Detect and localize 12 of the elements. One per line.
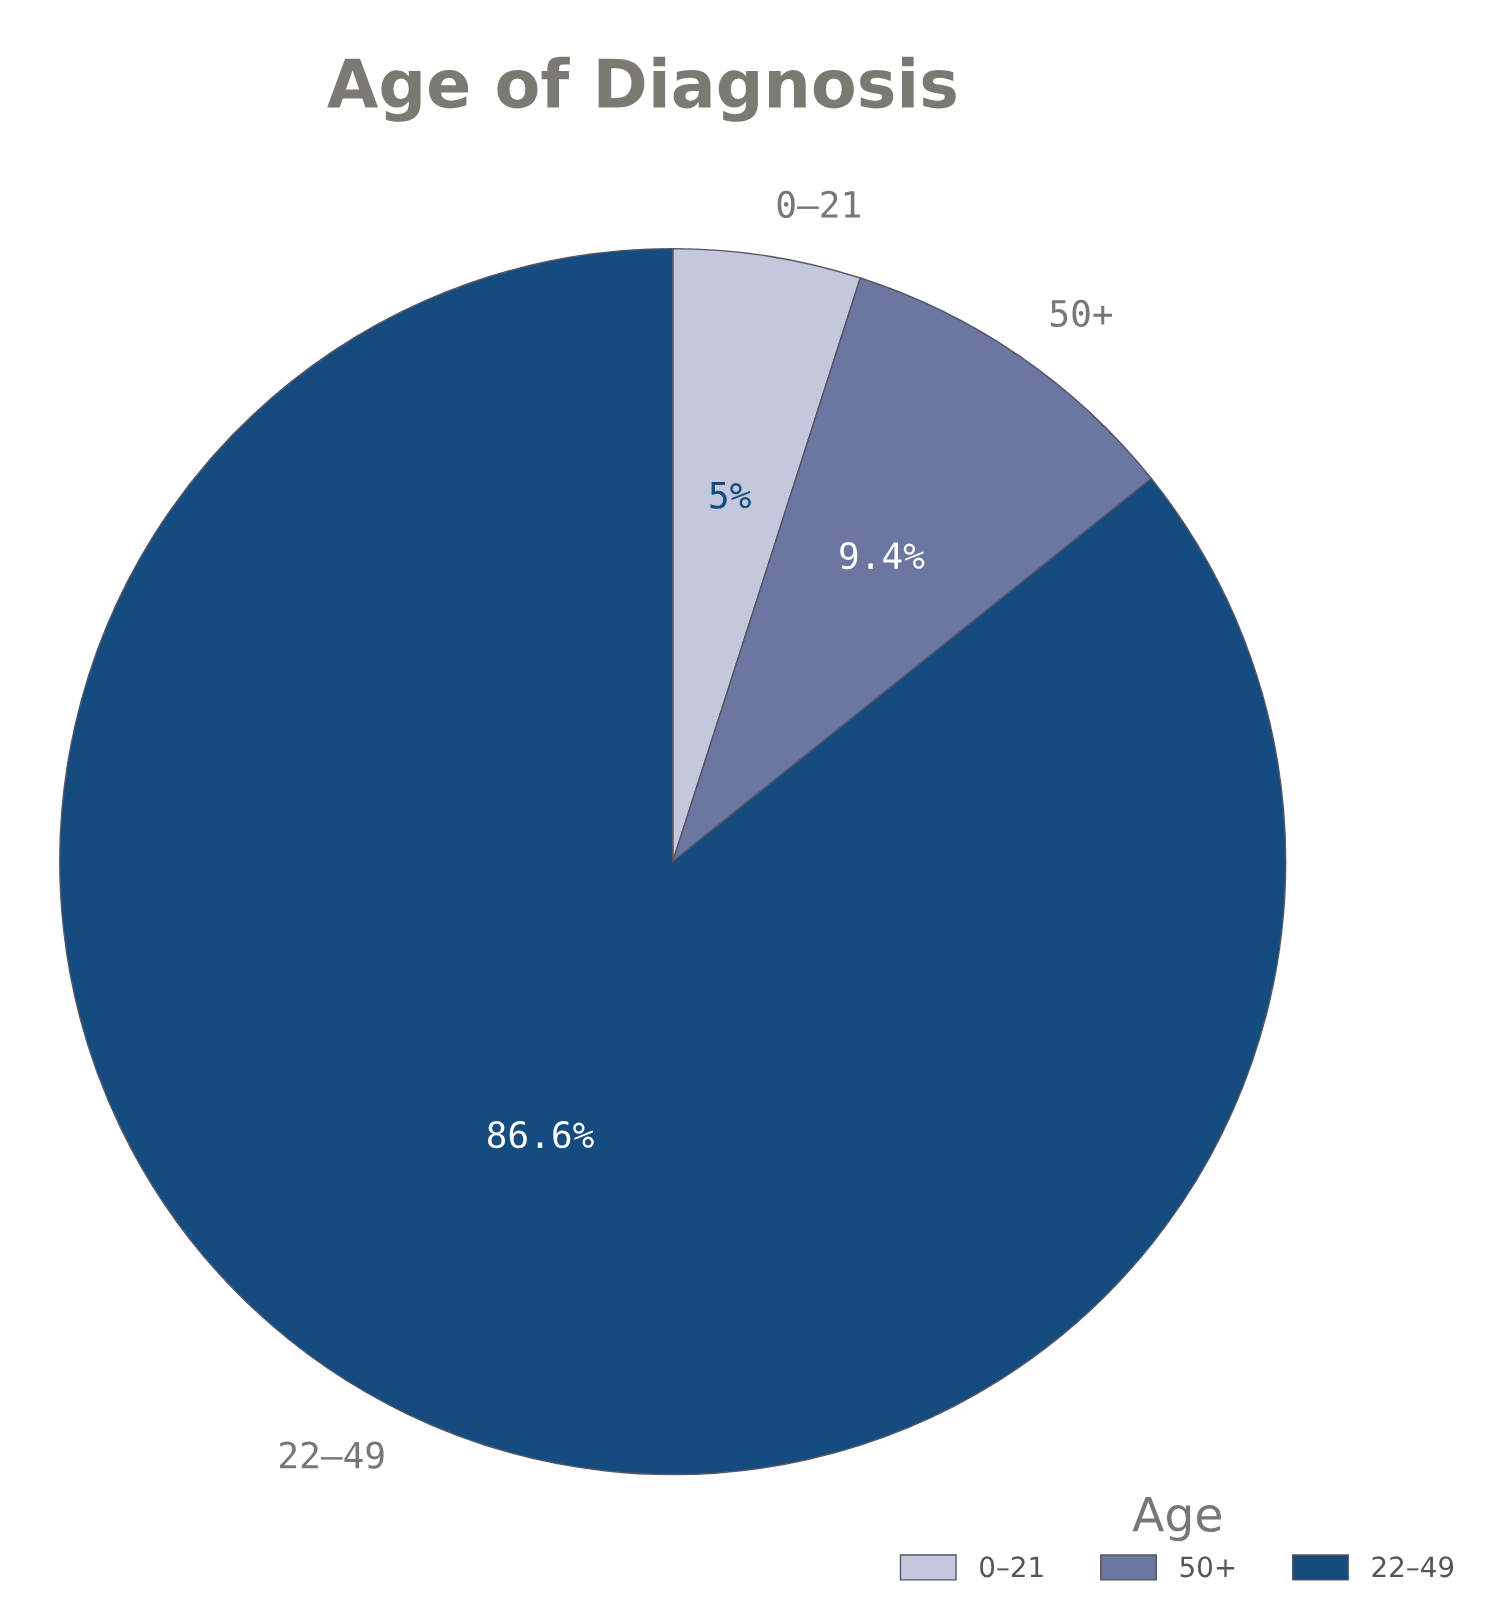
data-label: 86.6% [487,1121,594,1149]
legend-label: 50+ [1180,1556,1235,1578]
legend-label: 0–21 [980,1556,1043,1578]
pie-slice [59,247,1287,1476]
slice-label: 50+ [1050,299,1113,328]
slice-label: 0–21 [777,190,860,219]
data-label: 5% [710,481,751,509]
data-label: 9.4% [840,541,925,570]
legend-title: Age [1132,1496,1221,1542]
slice-label: 22–49 [280,1441,384,1469]
chart-title: Age of Diagnosis [327,56,956,122]
legend-label: 22–49 [1372,1556,1454,1578]
